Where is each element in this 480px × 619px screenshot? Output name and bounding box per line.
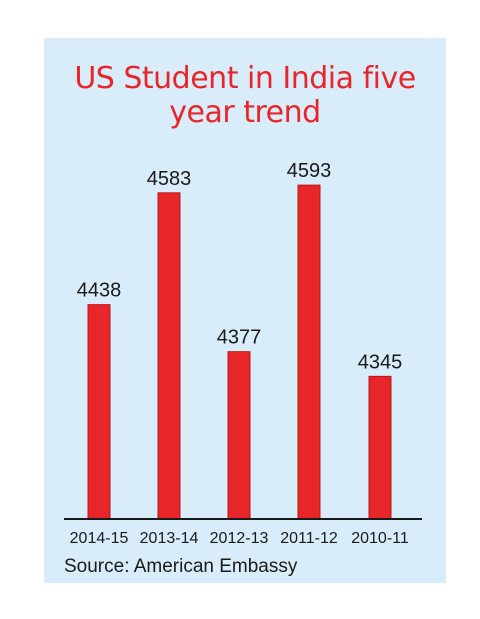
x-tick-label-2012-13: 2012-13 (210, 530, 269, 547)
value-label-2011-12: 4593 (287, 160, 332, 182)
value-label-2010-11: 4345 (358, 351, 403, 373)
bars-group (87, 184, 392, 520)
bar-2010-11 (368, 375, 392, 520)
value-label-2013-14: 4583 (147, 168, 192, 190)
chart-title-line-2: year trend (169, 95, 321, 130)
value-label-2012-13: 4377 (217, 327, 262, 349)
bar-2014-15 (87, 304, 111, 520)
bar-2013-14 (157, 192, 181, 520)
bar-2011-12 (297, 184, 321, 520)
bar-2012-13 (227, 351, 251, 520)
source-note: Source: American Embassy (64, 556, 298, 577)
chart-title: US Student in India five year trend (44, 62, 446, 130)
x-tick-label-2014-15: 2014-15 (70, 530, 129, 547)
x-tick-label-2010-11: 2010-11 (351, 530, 409, 547)
value-label-2014-15: 4438 (77, 280, 122, 302)
x-tick-label-2011-12: 2011-12 (280, 530, 338, 547)
x-tick-label-2013-14: 2013-14 (140, 530, 199, 547)
chart-title-line-1: US Student in India five (74, 61, 416, 96)
value-labels-group: 4438 4583 4377 4593 4345 (77, 160, 403, 373)
x-tick-labels-group: 2014-15 2013-14 2012-13 2011-12 2010-11 (70, 530, 409, 547)
